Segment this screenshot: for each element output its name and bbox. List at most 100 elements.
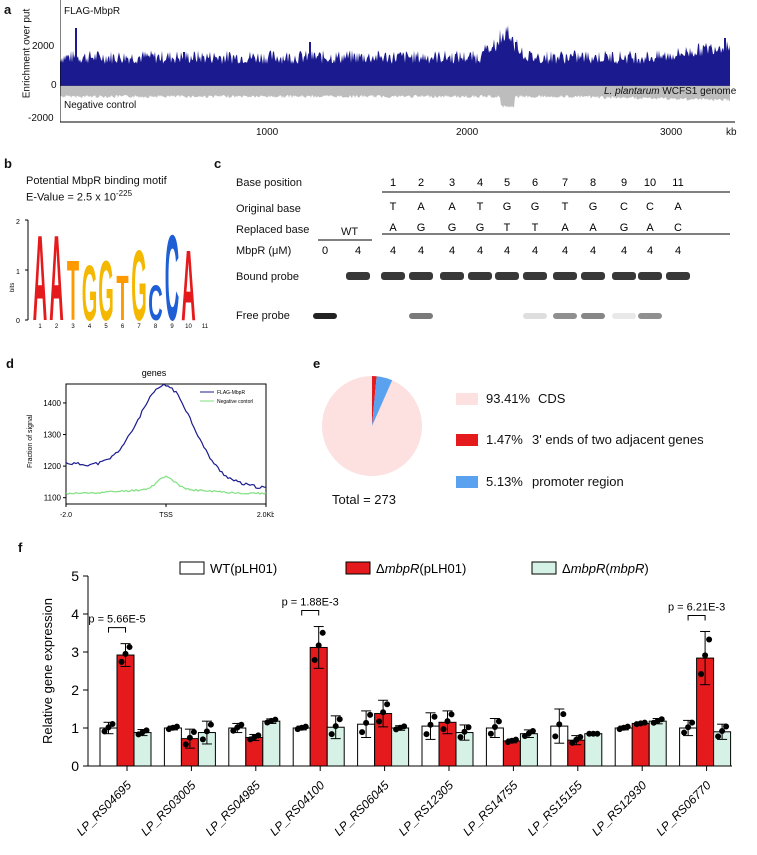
profile-ytick-1200: 1200 — [43, 462, 61, 471]
emsa-columns: 1 2 3 4 5 6 7 8 9 10 11T A A T G G T G C C AA G G G T T A A G A C0 4 4 4 4… — [322, 177, 684, 257]
y-tick-0: 0 — [71, 758, 79, 774]
bar-LP_RS14755-2 — [519, 733, 538, 767]
logo-letter: T — [67, 244, 79, 332]
logo-position-8: 8 — [154, 324, 158, 330]
original-base: C — [620, 201, 628, 213]
bound-band — [381, 272, 405, 280]
original-base: T — [477, 201, 484, 213]
data-point — [423, 731, 430, 738]
mutant-concentration: 4 — [675, 245, 681, 257]
pie-slice-3ends — [372, 376, 377, 426]
replaced-base: G — [620, 222, 629, 234]
mutant-concentration: 4 — [504, 245, 510, 257]
base-position-1: 1 — [390, 177, 396, 189]
logo-positions: 1 2 3 4 5 6 7 8 9 10 11 — [38, 324, 208, 330]
panel-a-ytick-0: 0 — [51, 80, 57, 91]
x-tick-LP_RS04100: LP_RS04100 — [267, 778, 328, 839]
replaced-base: C — [674, 222, 682, 234]
data-point — [440, 726, 447, 733]
significance-bracket — [301, 610, 320, 616]
row-label-replaced-base: Replaced base — [236, 224, 310, 236]
legend-swatch-0 — [179, 561, 205, 575]
bar-LP_RS04695-1 — [116, 654, 135, 767]
bound-probe-label: Bound probe — [236, 271, 299, 283]
legend-swatch-1 — [345, 561, 371, 575]
logo-ytick-2: 2 — [16, 219, 20, 226]
peak-distribution-pie — [322, 376, 422, 476]
bar-LP_RS04985-0 — [228, 727, 247, 767]
legend-swatch-2 — [531, 561, 557, 575]
data-point — [448, 711, 455, 718]
motif-evalue: E-Value = 2.5 x 10-225 — [26, 189, 132, 204]
data-point — [719, 728, 726, 735]
bar-LP_RS06045-2 — [391, 727, 410, 767]
bar-LP_RS12930-1 — [631, 722, 650, 767]
x-tick-LP_RS06770: LP_RS06770 — [653, 778, 714, 839]
bar-LP_RS04100-0 — [292, 727, 311, 767]
panel-a-xtick-3000: 3000 — [660, 127, 683, 138]
logo-yaxis-label: bits — [10, 283, 16, 292]
evalue-exponent: -225 — [116, 189, 133, 198]
data-point — [427, 721, 434, 728]
data-point — [529, 728, 536, 735]
bar-LP_RS14755-1 — [502, 740, 521, 767]
data-point — [461, 728, 468, 735]
mutant-concentration: 4 — [621, 245, 627, 257]
bar-marks — [99, 626, 732, 767]
significance-bracket — [687, 614, 706, 621]
y-tick-4: 4 — [71, 606, 79, 622]
negative-control-area — [60, 86, 730, 108]
free-probe-label: Free probe — [236, 310, 290, 322]
original-base: A — [417, 201, 425, 213]
base-position-10: 10 — [644, 177, 656, 189]
logo-position-2: 2 — [55, 324, 59, 330]
data-point — [118, 658, 125, 665]
wt-concentration: 4 — [355, 245, 361, 257]
original-base: G — [589, 201, 598, 213]
data-point — [122, 650, 129, 657]
data-point — [182, 741, 189, 748]
negative-control-line — [65, 475, 267, 496]
data-point — [594, 730, 601, 737]
data-point — [552, 733, 559, 740]
legend-label-2: ΔmbpR(mbpR) — [562, 561, 649, 576]
x-tick-LP_RS12930: LP_RS12930 — [589, 778, 650, 839]
bound-band — [409, 272, 433, 280]
base-position-7: 7 — [562, 177, 568, 189]
data-point — [315, 642, 322, 649]
emsa-table: 1 2 3 4 5 6 7 8 9 10 11T A A T G G T G C C AA G G G T T A A G A C0 4 4 4 4… — [300, 177, 740, 326]
legend-label-1: ΔmbpR(pLH01) — [376, 561, 466, 576]
bar-LP_RS12930-0 — [614, 727, 633, 767]
data-point — [336, 716, 343, 723]
mutant-concentration: 4 — [449, 245, 455, 257]
bound-band — [553, 272, 577, 280]
free-band — [523, 313, 547, 319]
panel-label-e: e — [313, 356, 321, 371]
logo-letter: A — [181, 231, 195, 332]
mutant-concentration: 4 — [418, 245, 424, 257]
bar-LP_RS04695-2 — [133, 732, 152, 767]
logo-position-1: 1 — [38, 324, 42, 330]
bar-LP_RS12930-2 — [648, 720, 667, 767]
logo-position-11: 11 — [202, 324, 209, 330]
logo-position-6: 6 — [121, 324, 125, 330]
free-band — [638, 313, 662, 319]
logo-position-9: 9 — [170, 324, 174, 330]
bound-band — [523, 272, 547, 280]
y-tick-2: 2 — [71, 682, 79, 698]
legend-prefix: WT — [210, 561, 230, 576]
data-point — [199, 736, 206, 743]
base-position-6: 6 — [532, 177, 538, 189]
logo-letter: C — [165, 212, 179, 332]
panel-label-b: b — [4, 156, 12, 171]
replaced-base: T — [504, 222, 511, 234]
significance-bracket — [108, 627, 126, 633]
data-point — [491, 724, 498, 731]
data-point — [689, 719, 696, 726]
profile-xtick: -2.0 — [60, 512, 72, 519]
data-point — [302, 723, 309, 730]
panel-a-ytick-2000: 2000 — [32, 41, 55, 52]
free-band — [553, 313, 577, 319]
bound-band — [581, 272, 605, 280]
bound-band — [638, 272, 662, 280]
